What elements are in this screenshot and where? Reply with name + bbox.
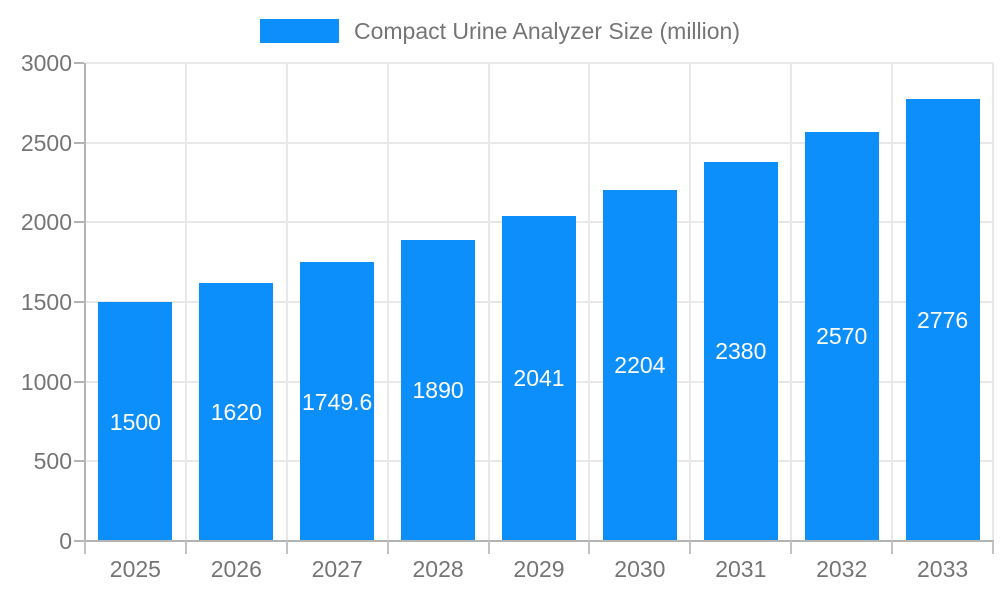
bar-value-label: 2041 <box>513 365 565 392</box>
x-axis-tick <box>184 541 187 554</box>
y-axis-tick <box>74 62 84 64</box>
x-axis-tick <box>285 541 288 554</box>
x-axis-tick <box>386 541 389 554</box>
grid-line-vertical <box>891 63 894 541</box>
bar[interactable] <box>300 262 375 541</box>
x-axis-tick-label: 2030 <box>614 556 666 582</box>
legend-swatch <box>259 19 339 43</box>
x-axis-line <box>84 540 994 542</box>
x-axis-tick <box>992 541 994 554</box>
grid-line-vertical <box>487 63 490 541</box>
y-axis-tick-label: 2000 <box>20 209 72 236</box>
bar-value-label: 2776 <box>917 306 969 333</box>
x-axis-tick-label: 2033 <box>917 556 969 582</box>
grid-line-vertical <box>386 63 389 541</box>
x-axis-tick-label: 2029 <box>513 556 565 582</box>
grid-line-vertical <box>285 63 288 541</box>
y-axis-tick <box>74 141 84 144</box>
x-axis-tick <box>487 541 490 554</box>
grid-line-horizontal <box>85 62 993 64</box>
bar[interactable] <box>98 302 173 541</box>
y-axis-tick <box>74 301 84 303</box>
legend[interactable]: Compact Urine Analyzer Size (million) <box>0 16 1000 46</box>
bar[interactable] <box>199 282 274 541</box>
x-axis-tick-label: 2026 <box>210 556 262 582</box>
bar-value-label: 2380 <box>715 338 767 365</box>
bar-value-label: 2204 <box>614 352 666 379</box>
bar-value-label: 1500 <box>109 408 161 435</box>
y-axis-tick <box>74 221 84 224</box>
x-axis-tick <box>689 541 692 554</box>
grid-line-vertical <box>588 63 591 541</box>
bar-value-label: 1749.6 <box>302 388 373 415</box>
y-axis-line <box>84 63 86 541</box>
x-axis-tick-label: 2027 <box>311 556 363 582</box>
x-axis-tick-label: 2028 <box>412 556 464 582</box>
x-axis-tick <box>84 541 86 554</box>
bar-value-label: 2570 <box>816 323 868 350</box>
bar[interactable] <box>401 239 476 541</box>
grid-line-vertical <box>689 63 692 541</box>
grid-line-horizontal <box>85 141 993 144</box>
y-axis-tick-label: 2500 <box>20 129 72 156</box>
y-axis-tick-label: 0 <box>59 528 72 554</box>
bar-value-label: 1890 <box>412 377 464 404</box>
x-axis-tick-label: 2032 <box>816 556 868 582</box>
grid-line-vertical <box>992 63 994 541</box>
bar[interactable] <box>602 189 677 541</box>
bar[interactable] <box>905 98 980 541</box>
y-axis-tick <box>74 380 84 383</box>
bar-value-label: 1620 <box>210 398 262 425</box>
y-axis-tick-label: 3000 <box>20 50 72 76</box>
x-axis-tick <box>790 541 793 554</box>
x-axis-tick-label: 2031 <box>715 556 767 582</box>
grid-line-vertical <box>790 63 793 541</box>
y-axis-tick <box>74 540 84 542</box>
y-axis-tick-label: 1500 <box>20 289 72 315</box>
y-axis-tick-label: 1000 <box>20 368 72 395</box>
bar[interactable] <box>502 215 576 541</box>
bar[interactable] <box>703 161 778 541</box>
y-axis-tick-label: 500 <box>33 448 72 475</box>
x-axis-tick <box>891 541 894 554</box>
grid-line-vertical <box>184 63 187 541</box>
x-axis-tick <box>588 541 591 554</box>
x-axis-tick-label: 2025 <box>109 556 161 582</box>
y-axis-tick <box>74 460 84 463</box>
bar[interactable] <box>804 131 879 541</box>
legend-label: Compact Urine Analyzer Size (million) <box>353 18 740 44</box>
